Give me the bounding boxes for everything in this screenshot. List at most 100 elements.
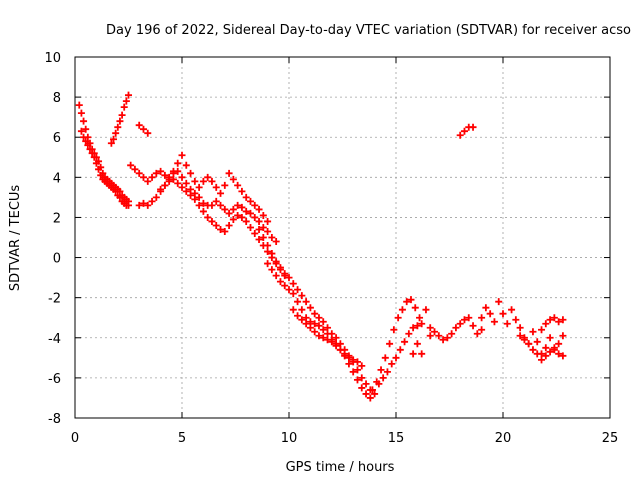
data-point [148, 173, 156, 181]
data-point [259, 223, 267, 231]
series-descent-2 [264, 260, 374, 402]
data-point [182, 161, 190, 169]
data-point [426, 332, 434, 340]
data-point [512, 316, 520, 324]
data-point [276, 278, 284, 286]
data-point [174, 167, 182, 175]
data-point [324, 336, 332, 344]
data-point [139, 173, 147, 181]
data-point [125, 91, 132, 99]
data-point [383, 368, 391, 376]
data-point [112, 187, 120, 195]
data-point [255, 236, 263, 244]
y-tick-label: -2 [48, 292, 61, 307]
data-point [460, 127, 468, 135]
data-point [195, 193, 203, 201]
data-point [139, 125, 147, 133]
data-point [405, 330, 413, 338]
data-point [178, 173, 186, 181]
data-point [187, 169, 195, 177]
data-point [375, 380, 383, 388]
y-tick-label: 10 [44, 51, 61, 66]
data-point [413, 340, 421, 348]
y-tick-label: 6 [53, 131, 61, 146]
data-point [116, 193, 124, 201]
data-point [199, 177, 207, 185]
data-point [212, 221, 220, 229]
data-point [386, 340, 394, 348]
data-point [264, 242, 272, 250]
x-tick-label: 15 [388, 431, 405, 446]
data-point [460, 316, 468, 324]
data-point [409, 350, 417, 358]
data-point [452, 324, 460, 332]
data-point [125, 201, 132, 209]
data-point [443, 334, 451, 342]
data-point [324, 330, 332, 338]
data-point [208, 177, 216, 185]
y-tick-label: 2 [53, 211, 61, 226]
x-tick-label: 20 [495, 431, 512, 446]
data-point [448, 330, 456, 338]
data-point [411, 304, 419, 312]
data-point [294, 312, 302, 320]
data-point [272, 238, 280, 246]
data-point [88, 149, 96, 157]
data-point [538, 326, 546, 334]
data-point [306, 324, 314, 332]
data-point [139, 199, 147, 207]
data-point [306, 304, 314, 312]
data-point [542, 352, 550, 360]
data-point [555, 350, 563, 358]
data-point [225, 221, 233, 229]
data-point [413, 322, 421, 330]
data-point [221, 181, 229, 189]
data-point [495, 298, 503, 306]
data-point [255, 217, 263, 225]
data-point [191, 189, 199, 197]
y-tick-label: 4 [53, 171, 61, 186]
data-point [131, 165, 139, 173]
data-point [264, 227, 272, 235]
data-point [319, 318, 327, 326]
data-point [401, 338, 409, 346]
data-point [469, 123, 477, 131]
data-point [499, 310, 507, 318]
data-point [371, 390, 379, 398]
data-point [191, 177, 199, 185]
data-point [409, 324, 417, 332]
data-point [345, 360, 353, 368]
data-point [353, 366, 361, 374]
y-tick-label: -4 [48, 332, 61, 347]
data-point [302, 314, 310, 322]
data-point [362, 380, 370, 388]
data-point [465, 314, 473, 322]
data-point [221, 227, 229, 235]
data-point [503, 320, 511, 328]
data-point [469, 322, 477, 330]
data-point [353, 376, 361, 384]
y-tick-label: 8 [53, 91, 61, 106]
data-point [217, 201, 225, 209]
data-point [144, 177, 152, 185]
data-point [268, 250, 276, 258]
data-point [289, 280, 297, 288]
data-point [418, 350, 426, 358]
data-point [456, 320, 464, 328]
data-point [368, 386, 376, 394]
data-point [349, 368, 357, 376]
data-point [259, 211, 267, 219]
data-point [418, 320, 426, 328]
data-point [238, 203, 246, 211]
data-point [95, 165, 103, 173]
series-blip-18h [456, 123, 477, 139]
data-point [285, 286, 293, 294]
data-point [122, 97, 130, 105]
data-point [221, 205, 229, 213]
data-point [204, 173, 212, 181]
data-point [422, 306, 430, 314]
data-point [478, 314, 486, 322]
data-point [195, 201, 203, 209]
data-point [525, 340, 533, 348]
data-point [116, 117, 124, 125]
